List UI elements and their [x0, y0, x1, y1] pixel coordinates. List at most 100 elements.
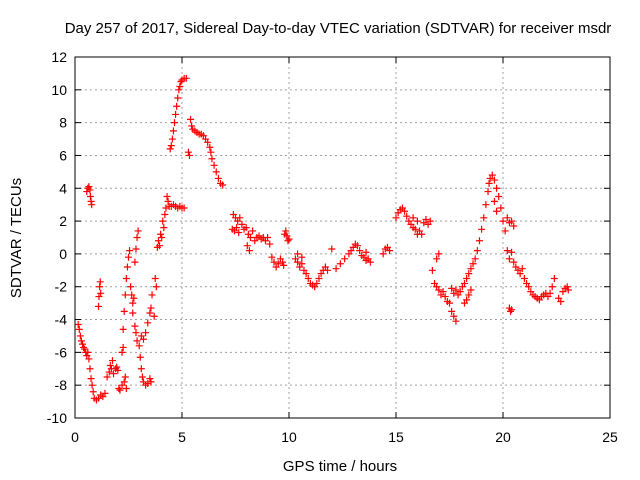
- data-point: [74, 320, 82, 328]
- data-point: [503, 214, 511, 222]
- data-point: [471, 255, 479, 263]
- chart-title: Day 257 of 2017, Sidereal Day-to-day VTE…: [65, 20, 612, 37]
- data-point: [81, 345, 89, 353]
- data-point: [134, 227, 142, 235]
- plot-frame: [74, 56, 611, 419]
- data-point: [456, 288, 464, 296]
- x-axis-label: GPS time / hours: [283, 458, 397, 475]
- data-point: [490, 197, 498, 205]
- data-point: [166, 145, 174, 153]
- data-point: [207, 148, 215, 156]
- data-point: [478, 225, 486, 233]
- data-point: [463, 296, 471, 304]
- data-point: [154, 237, 162, 245]
- x-tick-label: 25: [602, 429, 618, 445]
- data-point: [121, 373, 129, 381]
- data-point: [508, 248, 516, 256]
- data-point: [138, 373, 146, 381]
- data-point: [264, 234, 272, 241]
- data-point: [520, 275, 528, 283]
- data-point: [122, 384, 130, 392]
- data-point: [328, 245, 336, 253]
- data-point: [503, 247, 511, 255]
- data-point: [497, 204, 505, 212]
- data-point: [177, 78, 185, 86]
- data-point: [452, 286, 460, 294]
- y-tick-label: 10: [51, 82, 67, 98]
- data-point: [465, 291, 473, 299]
- data-point: [110, 370, 118, 378]
- data-point: [125, 253, 132, 261]
- data-point: [80, 343, 88, 351]
- data-point: [298, 260, 306, 268]
- data-point: [236, 214, 244, 222]
- y-tick-label: 8: [59, 115, 67, 131]
- data-point: [75, 325, 83, 333]
- data-point: [403, 212, 411, 220]
- data-point: [122, 275, 130, 283]
- data-point: [467, 286, 475, 294]
- grid-lines: [75, 57, 610, 418]
- data-point: [182, 74, 190, 82]
- data-point: [392, 214, 400, 222]
- data-point: [426, 217, 434, 225]
- data-point: [386, 247, 394, 255]
- data-point: [184, 148, 192, 156]
- data-point: [77, 337, 85, 345]
- data-point: [485, 179, 493, 187]
- data-point: [473, 247, 481, 255]
- data-point: [172, 110, 180, 118]
- data-point: [84, 348, 92, 356]
- data-point: [83, 188, 91, 196]
- data-point: [120, 307, 128, 315]
- data-point: [176, 83, 184, 91]
- data-point: [525, 283, 533, 291]
- data-point: [86, 192, 94, 200]
- data-point: [493, 184, 501, 192]
- data-point: [148, 291, 156, 299]
- data-point: [501, 227, 509, 235]
- data-point: [475, 237, 483, 245]
- data-point: [356, 247, 364, 255]
- data-point: [508, 217, 516, 225]
- x-tick-label: 0: [71, 429, 79, 445]
- data-point: [204, 138, 212, 146]
- data-point: [366, 258, 374, 266]
- data-point: [86, 365, 94, 373]
- data-point: [96, 278, 104, 286]
- y-tick-label: -4: [55, 312, 68, 328]
- data-point: [89, 388, 97, 396]
- data-point: [180, 204, 188, 212]
- data-point: [238, 220, 246, 228]
- data-point: [131, 322, 139, 330]
- data-point: [282, 227, 290, 235]
- x-tick-label: 5: [178, 429, 186, 445]
- data-point: [332, 265, 340, 273]
- data-point: [103, 373, 111, 381]
- data-point: [95, 302, 103, 310]
- data-point: [413, 217, 421, 225]
- y-tick-label: -6: [55, 344, 68, 360]
- data-point: [118, 348, 126, 356]
- data-point: [488, 171, 496, 179]
- data-point: [132, 245, 140, 253]
- data-point: [116, 386, 124, 394]
- data-point: [86, 186, 94, 194]
- data-point: [142, 329, 150, 337]
- data-point: [85, 355, 93, 363]
- data-point: [548, 283, 556, 291]
- data-point: [139, 335, 147, 343]
- data-point: [411, 225, 419, 233]
- data-point: [87, 197, 95, 205]
- data-point: [147, 304, 155, 312]
- data-point: [133, 234, 141, 241]
- data-point: [294, 258, 302, 266]
- data-point: [144, 380, 152, 388]
- data-point: [97, 289, 105, 297]
- data-point: [174, 94, 182, 102]
- data-point: [245, 247, 253, 255]
- data-point: [88, 381, 96, 389]
- data-point: [88, 201, 96, 209]
- data-point: [510, 222, 518, 230]
- data-points: [74, 74, 572, 404]
